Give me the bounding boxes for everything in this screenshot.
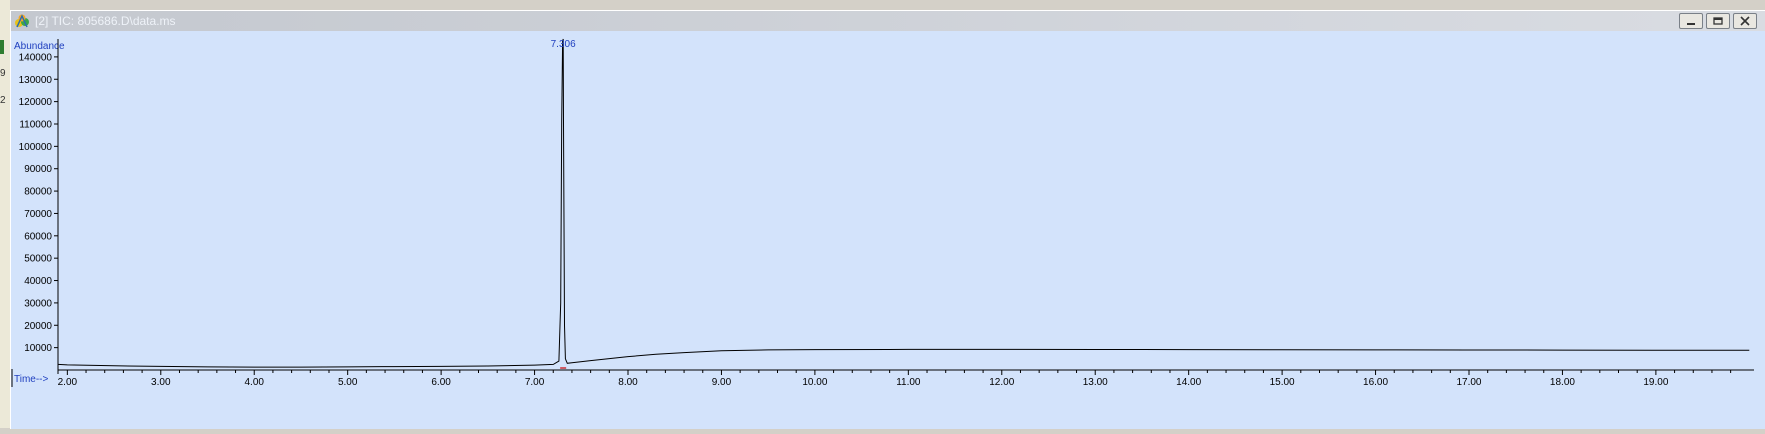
y-tick-label: 30000 [24, 298, 52, 309]
x-tick-label: 13.00 [1083, 377, 1108, 388]
x-axis-label: Time--> [14, 374, 49, 385]
y-tick-label: 110000 [19, 119, 52, 130]
chromatogram-plot-area[interactable]: Abundance Time--> 10000 20000 30000 40000 50… [11, 31, 1765, 429]
x-tick-label: 14.00 [1176, 377, 1201, 388]
minimize-button[interactable] [1679, 13, 1703, 29]
x-tick-label: 10.00 [802, 377, 827, 388]
window-titlebar[interactable]: [2] TIC: 805686.D\data.ms [11, 11, 1765, 31]
window-title: [2] TIC: 805686.D\data.ms [35, 14, 176, 28]
y-tick-label: 80000 [24, 187, 52, 198]
y-tick-label: 90000 [24, 164, 52, 175]
y-tick-label: 120000 [19, 97, 53, 108]
background-text-2: 2 [0, 95, 6, 106]
y-axis-label: Abundance [14, 41, 65, 52]
peak-retention-time-label: 7.306 [551, 39, 576, 50]
y-tick-label: 60000 [24, 231, 52, 242]
minimize-icon [1687, 23, 1695, 25]
close-icon [1740, 16, 1750, 26]
x-tick-label: 8.00 [618, 377, 638, 388]
tic-trace-line [57, 38, 1750, 368]
y-tick-label: 40000 [24, 276, 52, 287]
x-tick-label: 4.00 [244, 377, 264, 388]
tic-chromatogram-chart: Abundance Time--> 10000 20000 30000 40000 50… [11, 38, 1754, 388]
x-tick-label: 7.00 [525, 377, 545, 388]
left-background-strip: 9 2 [0, 0, 10, 428]
y-tick-label: 10000 [24, 343, 52, 354]
x-tick-label: 5.00 [338, 377, 358, 388]
restore-button[interactable] [1706, 13, 1730, 29]
close-button[interactable] [1733, 13, 1757, 29]
x-tick-label: 18.00 [1550, 377, 1575, 388]
x-tick-label: 12.00 [989, 377, 1014, 388]
x-tick-label: 6.00 [431, 377, 451, 388]
chromatogram-window: [2] TIC: 805686.D\data.ms Abundance Time… [10, 10, 1765, 429]
chart-axes [11, 39, 1754, 387]
y-tick-label: 20000 [24, 321, 52, 332]
x-tick-label: 9.00 [712, 377, 732, 388]
x-tick-label: 15.00 [1270, 377, 1295, 388]
x-tick-label: 19.00 [1643, 377, 1668, 388]
x-tick-label: 3.00 [151, 377, 171, 388]
x-tick-label: 17.00 [1456, 377, 1481, 388]
background-window-edge [0, 40, 4, 54]
x-tick-label: 16.00 [1363, 377, 1388, 388]
chart-trace [57, 38, 1750, 368]
chart-annotations: 7.306 [551, 39, 576, 369]
tic-window-icon [15, 14, 29, 28]
background-text-1: 9 [0, 68, 6, 79]
x-tick-label: 11.00 [896, 377, 921, 388]
y-tick-label: 70000 [24, 209, 52, 220]
chart-ticks: 10000 20000 30000 40000 50000 60000 70000 80000… [19, 52, 1732, 388]
restore-icon [1713, 17, 1723, 25]
y-tick-label: 130000 [19, 75, 53, 86]
x-tick-label: 2.00 [58, 377, 78, 388]
y-tick-label: 140000 [19, 52, 53, 63]
y-tick-label: 50000 [24, 254, 52, 265]
y-tick-label: 100000 [19, 142, 53, 153]
